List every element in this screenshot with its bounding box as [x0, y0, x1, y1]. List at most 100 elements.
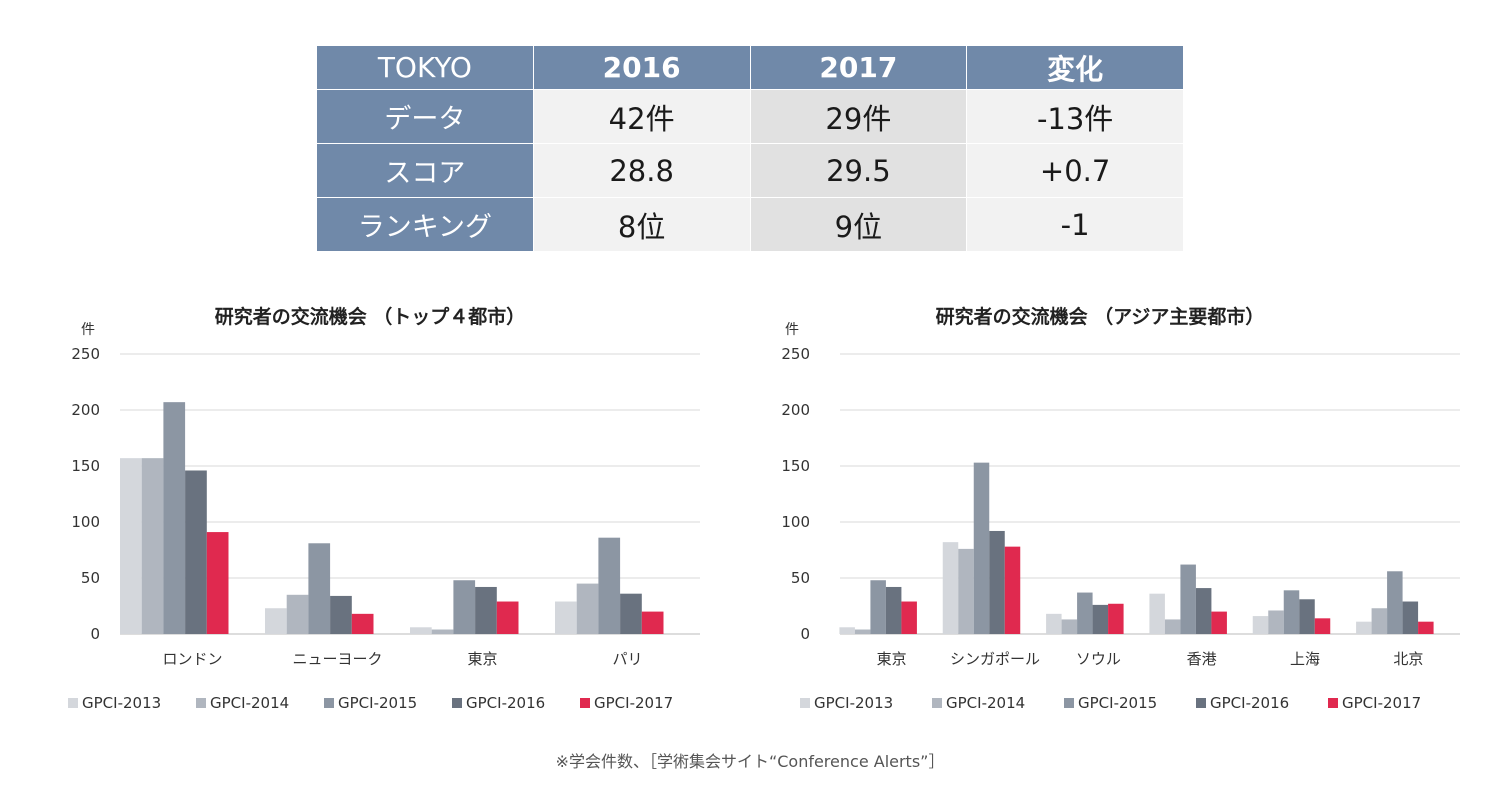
bar — [1061, 619, 1078, 634]
chart-title: 研究者の交流機会 （アジア主要都市） — [936, 305, 1265, 328]
bar — [870, 580, 886, 634]
x-category-label: 香港 — [1187, 650, 1217, 668]
bar — [1356, 621, 1372, 634]
table-header-city: TOKYO — [316, 45, 534, 90]
table-row-ranking: ランキング 8位 9位 -1 — [316, 197, 1184, 252]
legend-label: GPCI-2016 — [1210, 694, 1289, 712]
chart-top4-cities: 研究者の交流機会 （トップ４都市） 件 0 50 100 150 200 250 ロンドン ニュー… — [68, 305, 700, 712]
bar — [330, 595, 352, 634]
bar — [555, 601, 577, 634]
bar — [1092, 604, 1109, 634]
bar — [1195, 588, 1212, 634]
cell-2016: 42件 — [532, 89, 751, 144]
bar — [1108, 603, 1124, 634]
cell-change: -13件 — [966, 89, 1184, 144]
bar — [1149, 593, 1165, 634]
x-category-label: シンガポール — [950, 650, 1040, 668]
bar — [265, 608, 287, 634]
bar — [1371, 608, 1388, 634]
bar — [410, 627, 432, 634]
bar — [496, 601, 519, 634]
x-category-label: 北京 — [1393, 650, 1423, 668]
cell-2017: 29.5 — [749, 143, 968, 198]
y-tick-label: 50 — [791, 569, 810, 587]
y-tick-label: 50 — [81, 569, 100, 587]
table-header-2016: 2016 — [532, 45, 751, 90]
legend-label: GPCI-2016 — [466, 694, 545, 712]
x-category-label: ロンドン — [162, 650, 222, 668]
legend-swatch — [1196, 698, 1206, 708]
legend-swatch — [932, 698, 942, 708]
bar — [475, 586, 497, 634]
cell-2016: 8位 — [532, 197, 751, 252]
y-tick-label: 0 — [90, 625, 100, 643]
legend-swatch — [1064, 698, 1074, 708]
x-category-label: 東京 — [877, 650, 907, 668]
bar — [120, 458, 142, 634]
bar — [1402, 601, 1419, 634]
legend-label: GPCI-2014 — [210, 694, 289, 712]
bar — [576, 583, 599, 634]
bar — [1180, 564, 1196, 634]
table-header-row: TOKYO 2016 2017 変化 — [316, 45, 1184, 90]
legend-label: GPCI-2013 — [82, 694, 161, 712]
y-tick-label: 200 — [71, 401, 100, 419]
y-tick-label: 100 — [781, 513, 810, 531]
bar — [1268, 610, 1284, 634]
legend-label: GPCI-2015 — [1078, 694, 1157, 712]
table-row-data: データ 42件 29件 -13件 — [316, 89, 1184, 144]
bar — [958, 548, 974, 634]
legend-label: GPCI-2013 — [814, 694, 893, 712]
chart-asia-cities: 研究者の交流機会 （アジア主要都市） 件 0 50 100 150 200 250 東京 シンガポ… — [781, 305, 1460, 712]
bar — [989, 530, 1005, 634]
summary-table: TOKYO 2016 2017 変化 データ 42件 29件 -13件 スコア … — [316, 45, 1184, 252]
y-tick-label: 250 — [71, 345, 100, 363]
bar — [1418, 621, 1434, 634]
bar — [620, 593, 642, 634]
bar — [1314, 618, 1331, 634]
bar — [641, 611, 664, 634]
legend-label: GPCI-2015 — [338, 694, 417, 712]
cell-change: -1 — [966, 197, 1184, 252]
y-tick-label: 150 — [71, 457, 100, 475]
bar — [206, 532, 229, 634]
y-tick-label: 150 — [781, 457, 810, 475]
bar — [885, 586, 902, 634]
x-category-label: 上海 — [1290, 650, 1320, 668]
bar — [453, 580, 476, 634]
bar — [1387, 571, 1403, 634]
legend-swatch — [452, 698, 462, 708]
chart-title: 研究者の交流機会 （トップ４都市） — [215, 305, 526, 328]
table-header-change: 変化 — [966, 45, 1184, 90]
bar — [1164, 619, 1181, 634]
legend-swatch — [800, 698, 810, 708]
bar — [185, 470, 207, 634]
bar — [1077, 592, 1093, 634]
bar — [901, 601, 917, 634]
x-category-label: 東京 — [467, 650, 497, 668]
legend-swatch — [580, 698, 590, 708]
legend-label: GPCI-2014 — [946, 694, 1025, 712]
bar — [351, 613, 374, 634]
x-category-label: ソウル — [1076, 650, 1121, 668]
row-label: データ — [316, 89, 534, 144]
bar — [431, 629, 454, 634]
y-tick-label: 0 — [800, 625, 810, 643]
bar — [141, 458, 164, 634]
bar — [1299, 599, 1315, 634]
cell-2016: 28.8 — [532, 143, 751, 198]
legend-label: GPCI-2017 — [594, 694, 673, 712]
bar — [598, 537, 621, 634]
legend-swatch — [324, 698, 334, 708]
bar — [1046, 613, 1062, 634]
bar — [942, 542, 959, 634]
legend-swatch — [68, 698, 78, 708]
bar — [1252, 616, 1269, 634]
y-tick-label: 100 — [71, 513, 100, 531]
bar — [286, 594, 309, 634]
row-label: ランキング — [316, 197, 534, 252]
cell-change: +0.7 — [966, 143, 1184, 198]
y-axis-unit: 件 — [81, 322, 95, 338]
bar — [973, 462, 990, 634]
footnote: ※学会件数、［学術集会サイト“Conference Alerts”］ — [555, 752, 945, 771]
